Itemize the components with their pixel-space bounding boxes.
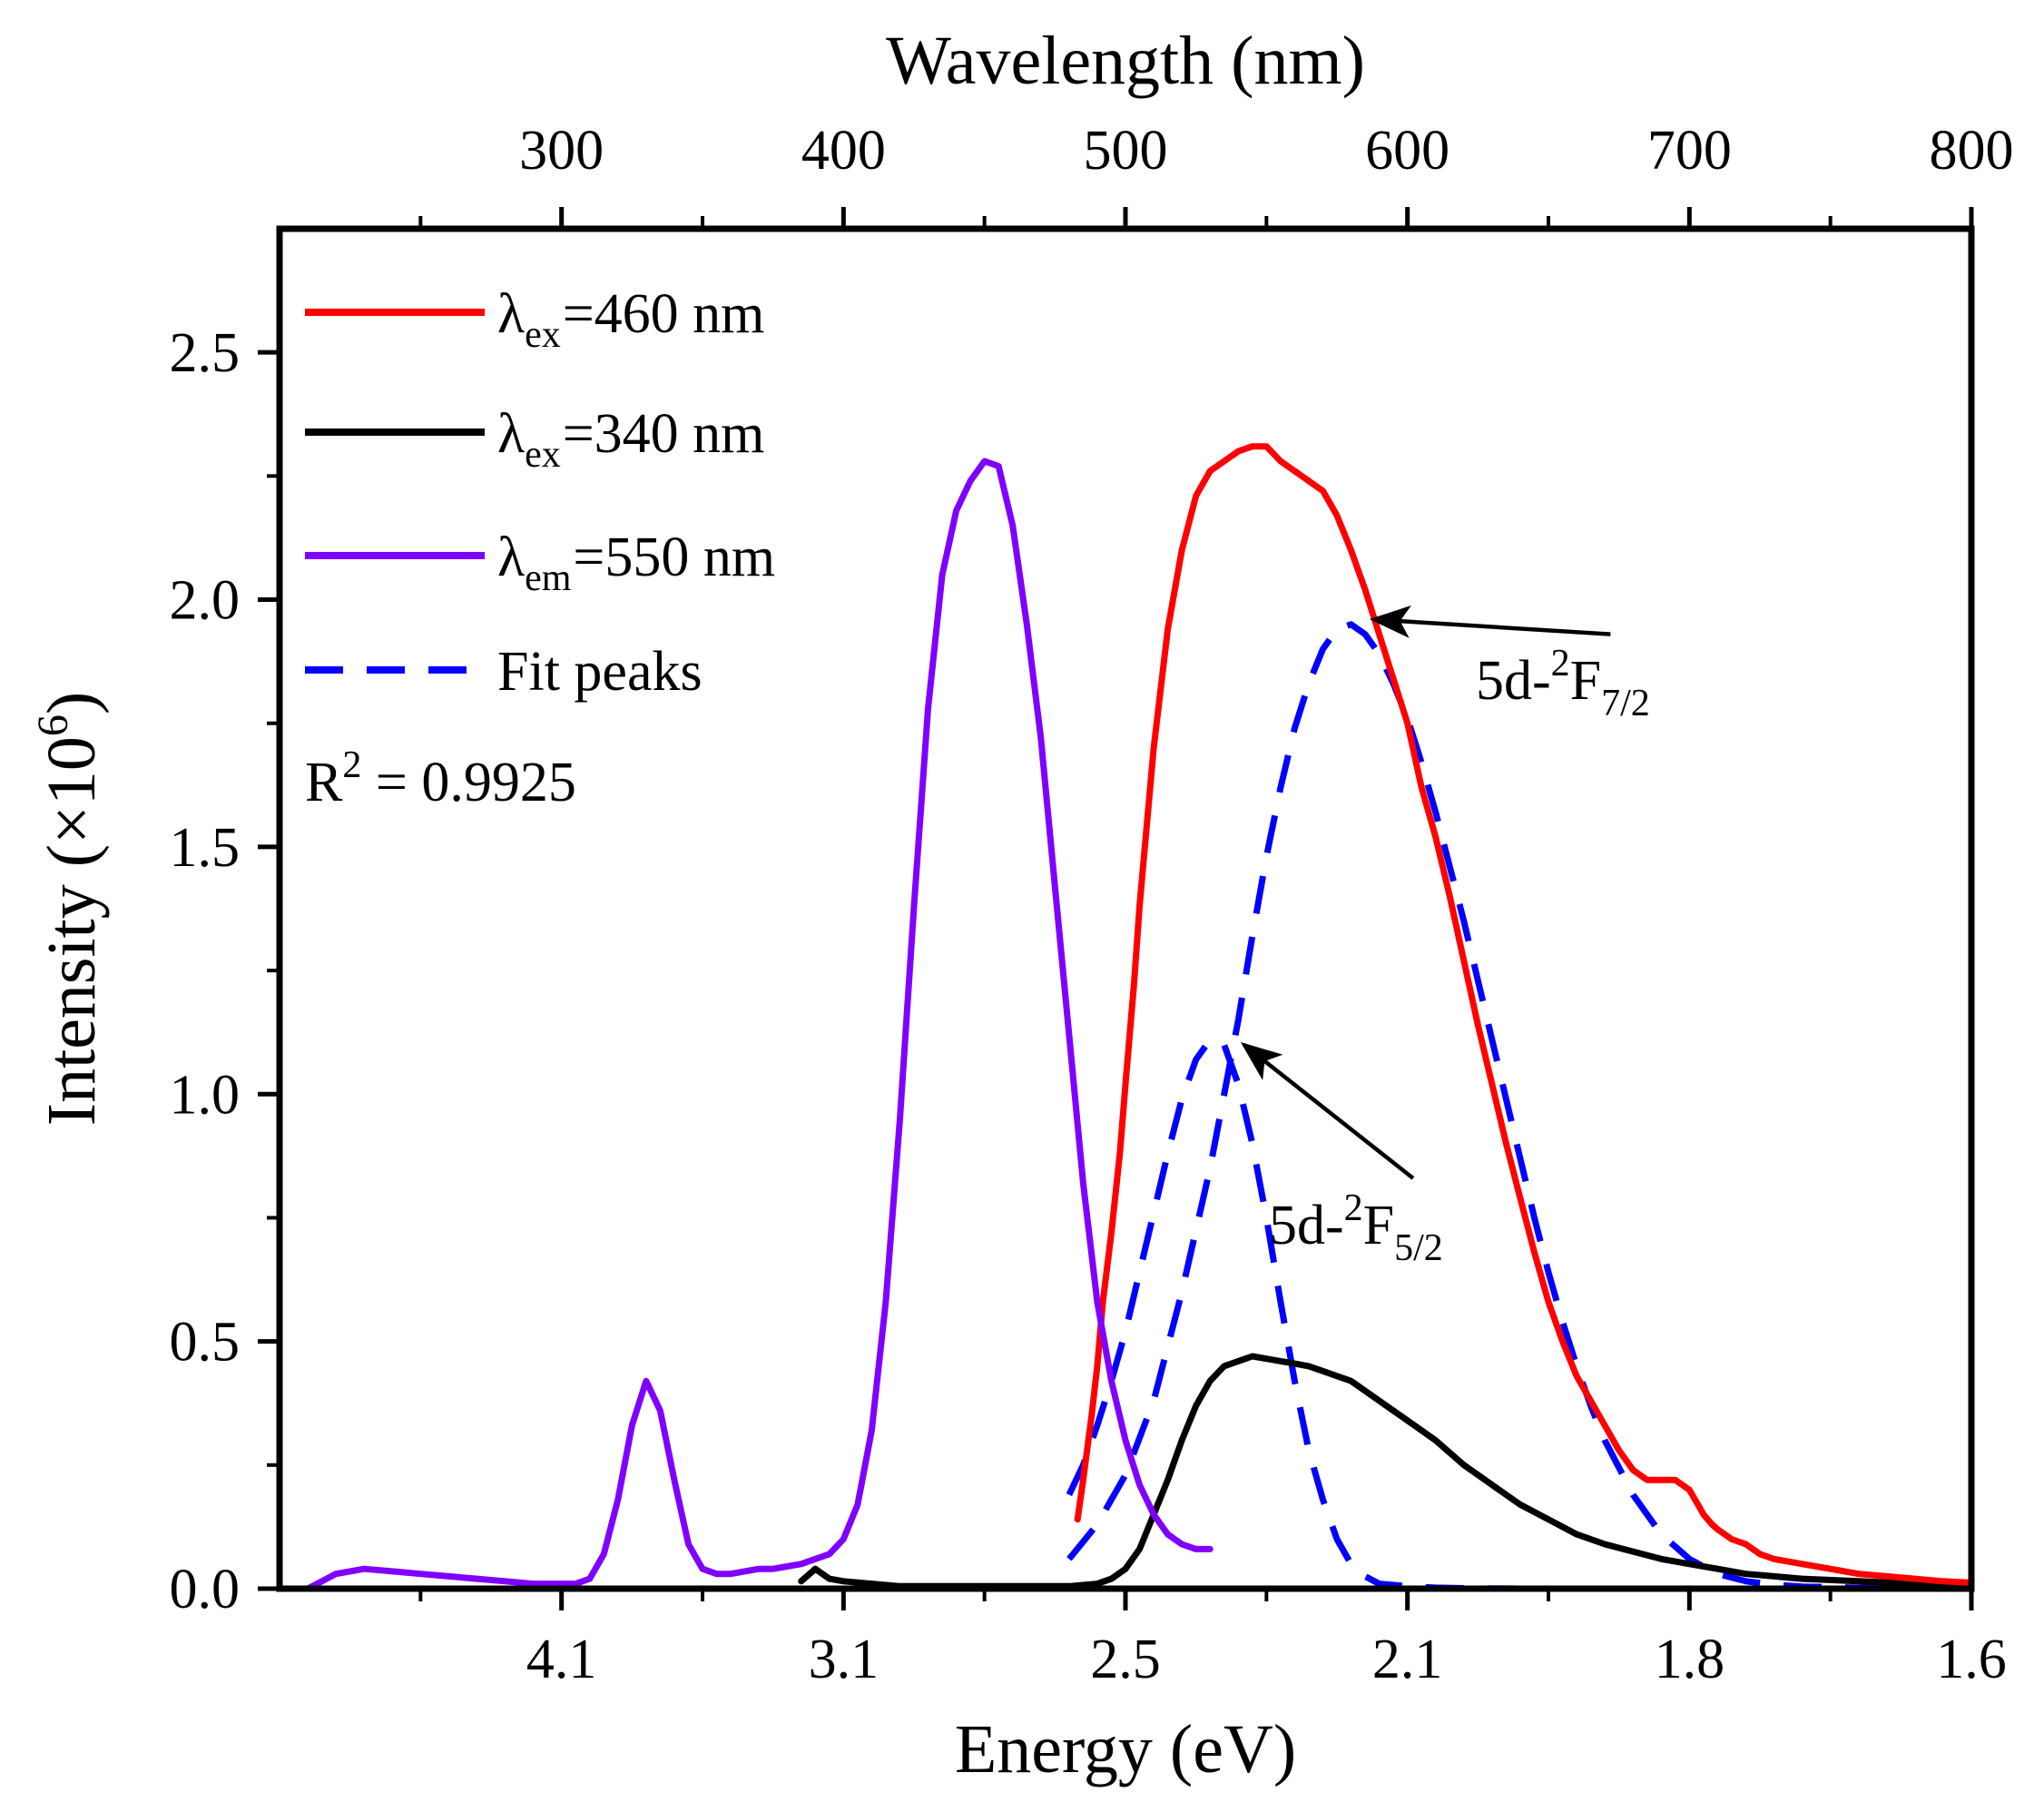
y-tick-label-2: 1.0 bbox=[170, 1064, 241, 1126]
series-line-2 bbox=[304, 458, 1214, 1589]
y-tick-label-5: 2.5 bbox=[170, 322, 241, 384]
x-bottom-tick-label-4: 1.8 bbox=[1655, 1629, 1725, 1690]
x-top-tick-label-0: 300 bbox=[519, 120, 604, 182]
x-bottom-tick-label-3: 2.1 bbox=[1372, 1629, 1443, 1690]
y-tick-label-3: 1.5 bbox=[170, 817, 241, 879]
x-bottom-tick-label-0: 4.1 bbox=[526, 1629, 597, 1690]
legend: λex=460 nm λex=340 nm λem=550 nm Fit peaks R… bbox=[305, 283, 775, 813]
annotation-arrow-0 bbox=[1369, 605, 1611, 638]
x-bottom-tick-label-2: 2.5 bbox=[1090, 1629, 1161, 1690]
series-line-4 bbox=[1066, 621, 1971, 1589]
x-bottom-tick-label-1: 3.1 bbox=[809, 1629, 880, 1690]
annotations: 5d-2F7/2 5d-2F5/2 bbox=[1240, 605, 1650, 1269]
x-top-tick-label-4: 700 bbox=[1647, 120, 1732, 182]
annotation-label-1: 5d-2F5/2 bbox=[1269, 1187, 1443, 1269]
axes: 4.1 3.1 2.5 2.1 1.8 1.6 300 400 500 600 700 800 0.0 0… bbox=[29, 23, 2014, 1787]
x-top-tick-label-5: 800 bbox=[1930, 120, 2014, 182]
series-group bbox=[304, 443, 1971, 1589]
plot-frame bbox=[276, 225, 1975, 1592]
series-line-1 bbox=[798, 1353, 1971, 1589]
x2-axis-title: Wavelength (nm) bbox=[886, 23, 1365, 99]
x-top-tick-label-1: 400 bbox=[801, 120, 886, 182]
series-line-3 bbox=[1066, 1036, 1577, 1589]
y-axis-title: Intensity (×106) bbox=[29, 692, 110, 1126]
annotation-label-0: 5d-2F7/2 bbox=[1476, 643, 1650, 724]
series-line-0 bbox=[1074, 443, 1971, 1586]
legend-label-0: λex=460 nm bbox=[497, 283, 764, 356]
r2-label: R2 = 0.9925 bbox=[305, 744, 576, 813]
y-tick-label-1: 0.5 bbox=[170, 1312, 241, 1374]
legend-label-3: Fit peaks bbox=[497, 641, 703, 703]
x-top-tick-label-3: 600 bbox=[1365, 120, 1449, 182]
series-layer bbox=[304, 443, 1971, 1589]
y-tick-label-0: 0.0 bbox=[170, 1559, 241, 1620]
legend-label-2: λem=550 nm bbox=[497, 527, 775, 599]
y-tick-label-4: 2.0 bbox=[170, 570, 241, 632]
x-top-tick-label-2: 500 bbox=[1084, 120, 1168, 182]
x-axis-title: Energy (eV) bbox=[955, 1711, 1296, 1787]
x-bottom-tick-label-5: 1.6 bbox=[1936, 1629, 2007, 1690]
annotation-arrow-1 bbox=[1240, 1042, 1415, 1180]
legend-label-1: λex=340 nm bbox=[497, 403, 764, 476]
